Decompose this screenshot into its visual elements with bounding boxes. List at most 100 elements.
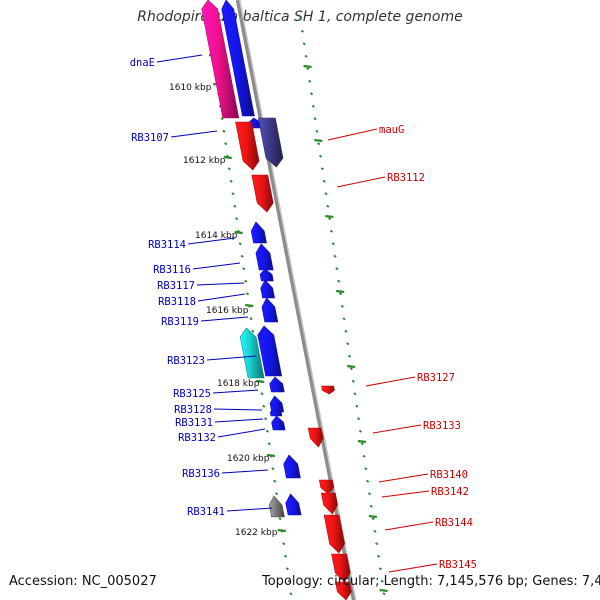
gene-label-forward[interactable]: RB3131 bbox=[175, 417, 213, 429]
gene-label-leader bbox=[378, 473, 429, 483]
gene-label-leader bbox=[214, 418, 264, 423]
gene-RB3114[interactable] bbox=[250, 221, 267, 244]
gene-label-leader bbox=[213, 408, 263, 411]
outer-tick-mark bbox=[382, 592, 386, 596]
inner-tick-mark bbox=[262, 404, 266, 408]
major-tick-mark bbox=[277, 528, 286, 533]
inner-tick-mark bbox=[231, 192, 235, 196]
outer-tick-mark bbox=[304, 54, 308, 58]
outer-tick-mark bbox=[346, 342, 350, 346]
gene-RB3127[interactable] bbox=[321, 385, 335, 395]
outer-tick-mark bbox=[306, 67, 310, 71]
gene-label-forward[interactable]: RB3119 bbox=[161, 316, 199, 328]
gene-RB3132[interactable] bbox=[271, 415, 286, 431]
gene-label-forward[interactable]: RB3132 bbox=[178, 432, 216, 444]
kbp-label: 1620 kbp bbox=[227, 454, 270, 464]
outer-tick-mark bbox=[378, 567, 382, 571]
gene-label-forward[interactable]: RB3123 bbox=[167, 355, 205, 367]
gene-RB3117[interactable] bbox=[259, 268, 274, 282]
gene-RB3118[interactable] bbox=[260, 279, 275, 299]
inner-tick-mark bbox=[278, 517, 282, 521]
outer-tick-mark bbox=[360, 442, 364, 446]
outer-tick-mark bbox=[347, 354, 352, 358]
gene-label-reverse[interactable]: RB3142 bbox=[431, 486, 469, 498]
gene-label-forward[interactable]: dnaE bbox=[130, 57, 155, 69]
gene-label-reverse[interactable]: RB3133 bbox=[423, 420, 461, 432]
major-tick-mark bbox=[336, 289, 345, 294]
outer-tick-mark bbox=[333, 254, 337, 258]
gene-label-forward[interactable]: RB3141 bbox=[187, 506, 225, 518]
gene-RB3141-a[interactable] bbox=[268, 495, 285, 518]
inner-tick-mark bbox=[220, 117, 224, 121]
gene-RB3116[interactable] bbox=[255, 243, 274, 271]
gene-label-reverse[interactable]: RB3112 bbox=[387, 172, 425, 184]
inner-tick-mark bbox=[274, 492, 279, 496]
gene-RB3146[interactable] bbox=[335, 581, 352, 600]
major-tick-mark bbox=[357, 439, 367, 444]
gene-label-forward[interactable]: RB3128 bbox=[174, 404, 212, 416]
inner-tick-mark bbox=[222, 129, 226, 133]
inner-tick-mark bbox=[224, 142, 228, 146]
outer-tick-mark bbox=[322, 179, 326, 183]
gene-label-leader bbox=[206, 355, 257, 361]
inner-tick-mark bbox=[233, 204, 237, 208]
outer-tick-mark bbox=[366, 479, 370, 483]
major-tick-mark bbox=[368, 514, 377, 519]
gene-mauG[interactable] bbox=[257, 117, 284, 168]
gene-mauG-partner[interactable] bbox=[235, 121, 260, 171]
outer-tick-mark bbox=[358, 429, 363, 433]
outer-tick-mark bbox=[338, 292, 343, 296]
gene-dnaE[interactable] bbox=[221, 0, 255, 117]
gene-label-leader bbox=[200, 316, 249, 322]
inner-tick-mark bbox=[238, 242, 242, 246]
gene-label-reverse[interactable]: RB3145 bbox=[439, 559, 477, 571]
gene-RB3125[interactable] bbox=[269, 376, 285, 393]
outer-tick-mark bbox=[317, 142, 321, 146]
outer-tick-mark bbox=[318, 154, 323, 158]
outer-tick-mark bbox=[344, 329, 348, 333]
inner-tick-mark bbox=[273, 479, 277, 483]
outer-tick-mark bbox=[320, 167, 324, 171]
gene-RB3123-a[interactable] bbox=[239, 327, 265, 379]
gene-RB3142[interactable] bbox=[320, 492, 338, 515]
gene-RB3123[interactable] bbox=[257, 325, 283, 377]
gene-label-leader bbox=[212, 389, 259, 394]
gene-label-leader bbox=[196, 282, 245, 286]
outer-tick-mark bbox=[380, 579, 384, 583]
gene-label-leader bbox=[336, 176, 386, 188]
gene-label-forward[interactable]: RB3125 bbox=[173, 388, 211, 400]
gene-label-reverse[interactable]: RB3144 bbox=[435, 517, 473, 529]
gene-RB3119[interactable] bbox=[261, 297, 279, 323]
gene-label-leader bbox=[384, 521, 434, 531]
inner-tick-mark bbox=[235, 217, 239, 221]
outer-tick-mark bbox=[367, 492, 372, 496]
gene-label-reverse[interactable]: RB3140 bbox=[430, 469, 468, 481]
inner-tick-mark bbox=[287, 579, 291, 583]
gene-label-forward[interactable]: RB3118 bbox=[158, 296, 196, 308]
gene-label-forward[interactable]: RB3136 bbox=[182, 468, 220, 480]
gene-label-reverse[interactable]: mauG bbox=[379, 124, 404, 136]
gene-RB3144[interactable] bbox=[323, 514, 346, 554]
gene-RB3145[interactable] bbox=[331, 553, 351, 583]
inner-tick-mark bbox=[240, 254, 244, 258]
gene-label-forward[interactable]: RB3114 bbox=[148, 239, 186, 251]
major-tick-mark bbox=[303, 64, 312, 69]
outer-tick-mark bbox=[340, 304, 344, 308]
gene-RB3136[interactable] bbox=[283, 454, 301, 479]
gene-label-forward[interactable]: RB3107 bbox=[131, 132, 169, 144]
gene-label-reverse[interactable]: RB3127 bbox=[417, 372, 455, 384]
gene-label-forward[interactable]: RB3116 bbox=[153, 264, 191, 276]
outer-tick-mark bbox=[362, 454, 366, 458]
major-tick-mark bbox=[379, 588, 388, 593]
gene-RB3141[interactable] bbox=[285, 493, 302, 516]
kbp-label: 1610 kbp bbox=[169, 83, 212, 93]
gene-RB3133[interactable] bbox=[307, 427, 324, 448]
gene-RB3140[interactable] bbox=[318, 479, 335, 495]
inner-tick-mark bbox=[249, 317, 253, 321]
gene-RB3112[interactable] bbox=[251, 174, 274, 213]
gene-dnaE-segment[interactable] bbox=[201, 0, 240, 119]
outer-tick-mark bbox=[355, 404, 359, 408]
kbp-label: 1614 kbp bbox=[195, 231, 238, 241]
gene-label-forward[interactable]: RB3117 bbox=[157, 280, 195, 292]
